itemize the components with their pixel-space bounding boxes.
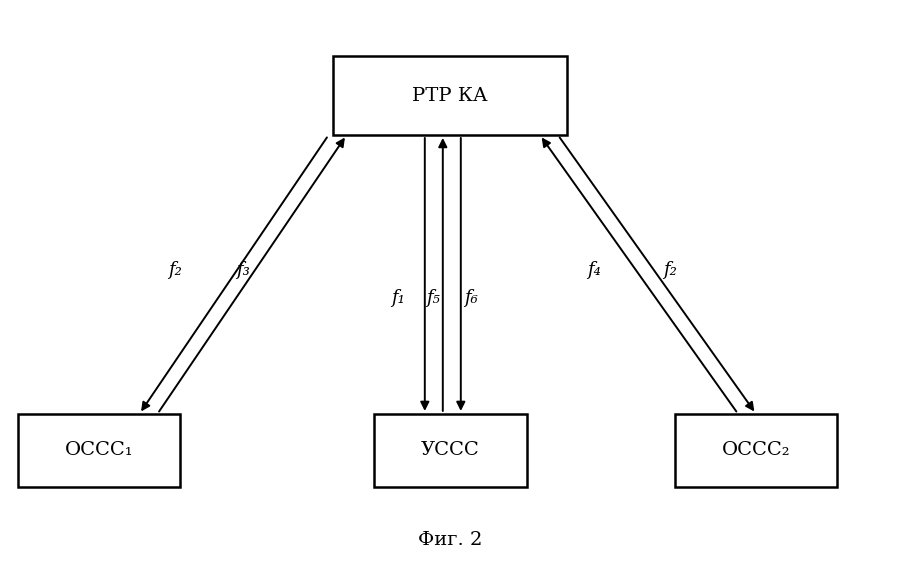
Text: f₂: f₂ (663, 261, 678, 279)
Text: ОССС₂: ОССС₂ (722, 441, 790, 459)
Text: f₅: f₅ (426, 289, 440, 307)
Text: f₄: f₄ (587, 261, 601, 279)
Text: f₂: f₂ (168, 261, 183, 279)
Text: f₃: f₃ (236, 261, 250, 279)
Text: РТР КА: РТР КА (412, 87, 488, 105)
FancyBboxPatch shape (18, 414, 180, 487)
FancyBboxPatch shape (374, 414, 526, 487)
Text: f₁: f₁ (391, 289, 405, 307)
Text: УССС: УССС (420, 441, 480, 459)
FancyBboxPatch shape (675, 414, 837, 487)
Text: f₆: f₆ (464, 289, 478, 307)
FancyBboxPatch shape (333, 56, 567, 135)
Text: Фиг. 2: Фиг. 2 (418, 531, 482, 549)
Text: ОССС₁: ОССС₁ (65, 441, 133, 459)
